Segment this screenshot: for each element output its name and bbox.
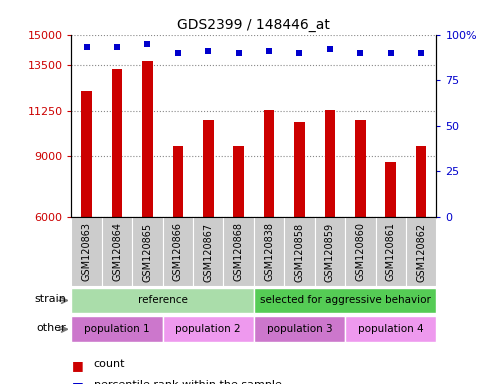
Bar (173, 146, 183, 217)
Bar (264, 109, 275, 217)
Bar (376, 217, 406, 286)
Text: GSM120863: GSM120863 (82, 222, 92, 281)
Bar (71, 217, 102, 286)
Text: ■: ■ (71, 380, 83, 384)
Bar (254, 288, 436, 313)
Bar (345, 217, 376, 286)
Bar (132, 217, 163, 286)
Bar (284, 217, 315, 286)
Bar (223, 217, 254, 286)
Text: GSM120859: GSM120859 (325, 222, 335, 281)
Bar (142, 61, 153, 217)
Point (113, 44, 121, 50)
Text: GSM120838: GSM120838 (264, 222, 274, 281)
Bar (254, 316, 345, 342)
Bar (254, 217, 284, 286)
Bar (233, 146, 244, 217)
Bar (71, 288, 254, 313)
Text: GSM120866: GSM120866 (173, 222, 183, 281)
Text: GSM120858: GSM120858 (294, 222, 305, 281)
Bar (203, 120, 213, 217)
Text: count: count (94, 359, 125, 369)
Bar (324, 109, 335, 217)
Point (356, 50, 364, 56)
Bar (112, 69, 122, 217)
Point (83, 44, 91, 50)
Title: GDS2399 / 148446_at: GDS2399 / 148446_at (177, 18, 330, 32)
Text: selected for aggressive behavior: selected for aggressive behavior (260, 295, 430, 305)
Bar (193, 217, 223, 286)
Bar (416, 146, 426, 217)
Text: GSM120864: GSM120864 (112, 222, 122, 281)
Point (295, 50, 303, 56)
Point (417, 50, 425, 56)
Point (326, 46, 334, 52)
Point (387, 50, 394, 56)
Bar (355, 120, 366, 217)
Bar (163, 217, 193, 286)
Text: population 4: population 4 (358, 324, 423, 334)
Bar (163, 316, 254, 342)
Text: GSM120860: GSM120860 (355, 222, 365, 281)
Text: other: other (37, 323, 67, 333)
Point (204, 48, 212, 54)
Bar (71, 316, 163, 342)
Text: reference: reference (138, 295, 188, 305)
Text: population 3: population 3 (267, 324, 332, 334)
Bar (81, 91, 92, 217)
Text: population 1: population 1 (84, 324, 150, 334)
Text: strain: strain (35, 294, 67, 304)
Bar (386, 162, 396, 217)
Point (143, 41, 151, 47)
Text: population 2: population 2 (176, 324, 241, 334)
Bar (406, 217, 436, 286)
Point (174, 50, 182, 56)
Text: GSM120862: GSM120862 (416, 222, 426, 281)
Point (265, 48, 273, 54)
Text: GSM120861: GSM120861 (386, 222, 396, 281)
Text: ■: ■ (71, 359, 83, 372)
Bar (294, 122, 305, 217)
Point (235, 50, 243, 56)
Text: GSM120868: GSM120868 (234, 222, 244, 281)
Text: GSM120867: GSM120867 (203, 222, 213, 281)
Bar (102, 217, 132, 286)
Text: percentile rank within the sample: percentile rank within the sample (94, 380, 282, 384)
Bar (345, 316, 436, 342)
Bar (315, 217, 345, 286)
Text: GSM120865: GSM120865 (142, 222, 152, 281)
